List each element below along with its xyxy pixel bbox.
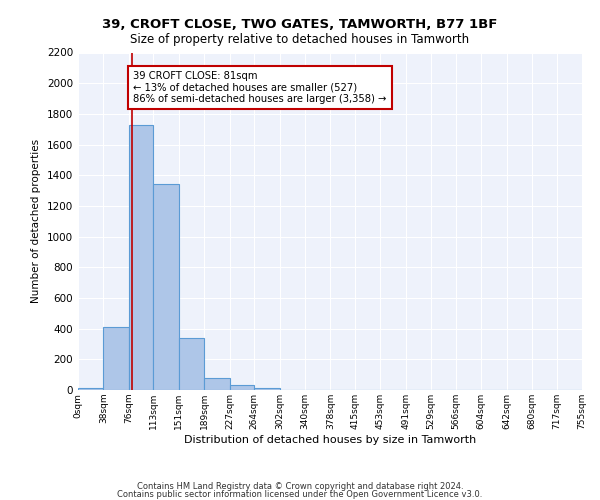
Bar (204, 378, 230, 390)
X-axis label: Distribution of detached houses by size in Tamworth: Distribution of detached houses by size … (184, 434, 476, 444)
Bar (103, 327, 129, 390)
Bar (179, 338, 204, 390)
Text: 39, CROFT CLOSE, TWO GATES, TAMWORTH, B77 1BF: 39, CROFT CLOSE, TWO GATES, TAMWORTH, B7… (103, 18, 497, 30)
Bar (230, 386, 254, 390)
Text: 39 CROFT CLOSE: 81sqm
← 13% of detached houses are smaller (527)
86% of semi-det: 39 CROFT CLOSE: 81sqm ← 13% of detached … (133, 71, 387, 104)
Bar (129, 124, 154, 390)
Y-axis label: Number of detached properties: Number of detached properties (31, 139, 41, 304)
Text: Size of property relative to detached houses in Tamworth: Size of property relative to detached ho… (130, 32, 470, 46)
Bar (154, 184, 179, 390)
Bar (254, 388, 280, 390)
Text: Contains public sector information licensed under the Open Government Licence v3: Contains public sector information licen… (118, 490, 482, 499)
Bar (78, 388, 103, 390)
Text: Contains HM Land Registry data © Crown copyright and database right 2024.: Contains HM Land Registry data © Crown c… (137, 482, 463, 491)
